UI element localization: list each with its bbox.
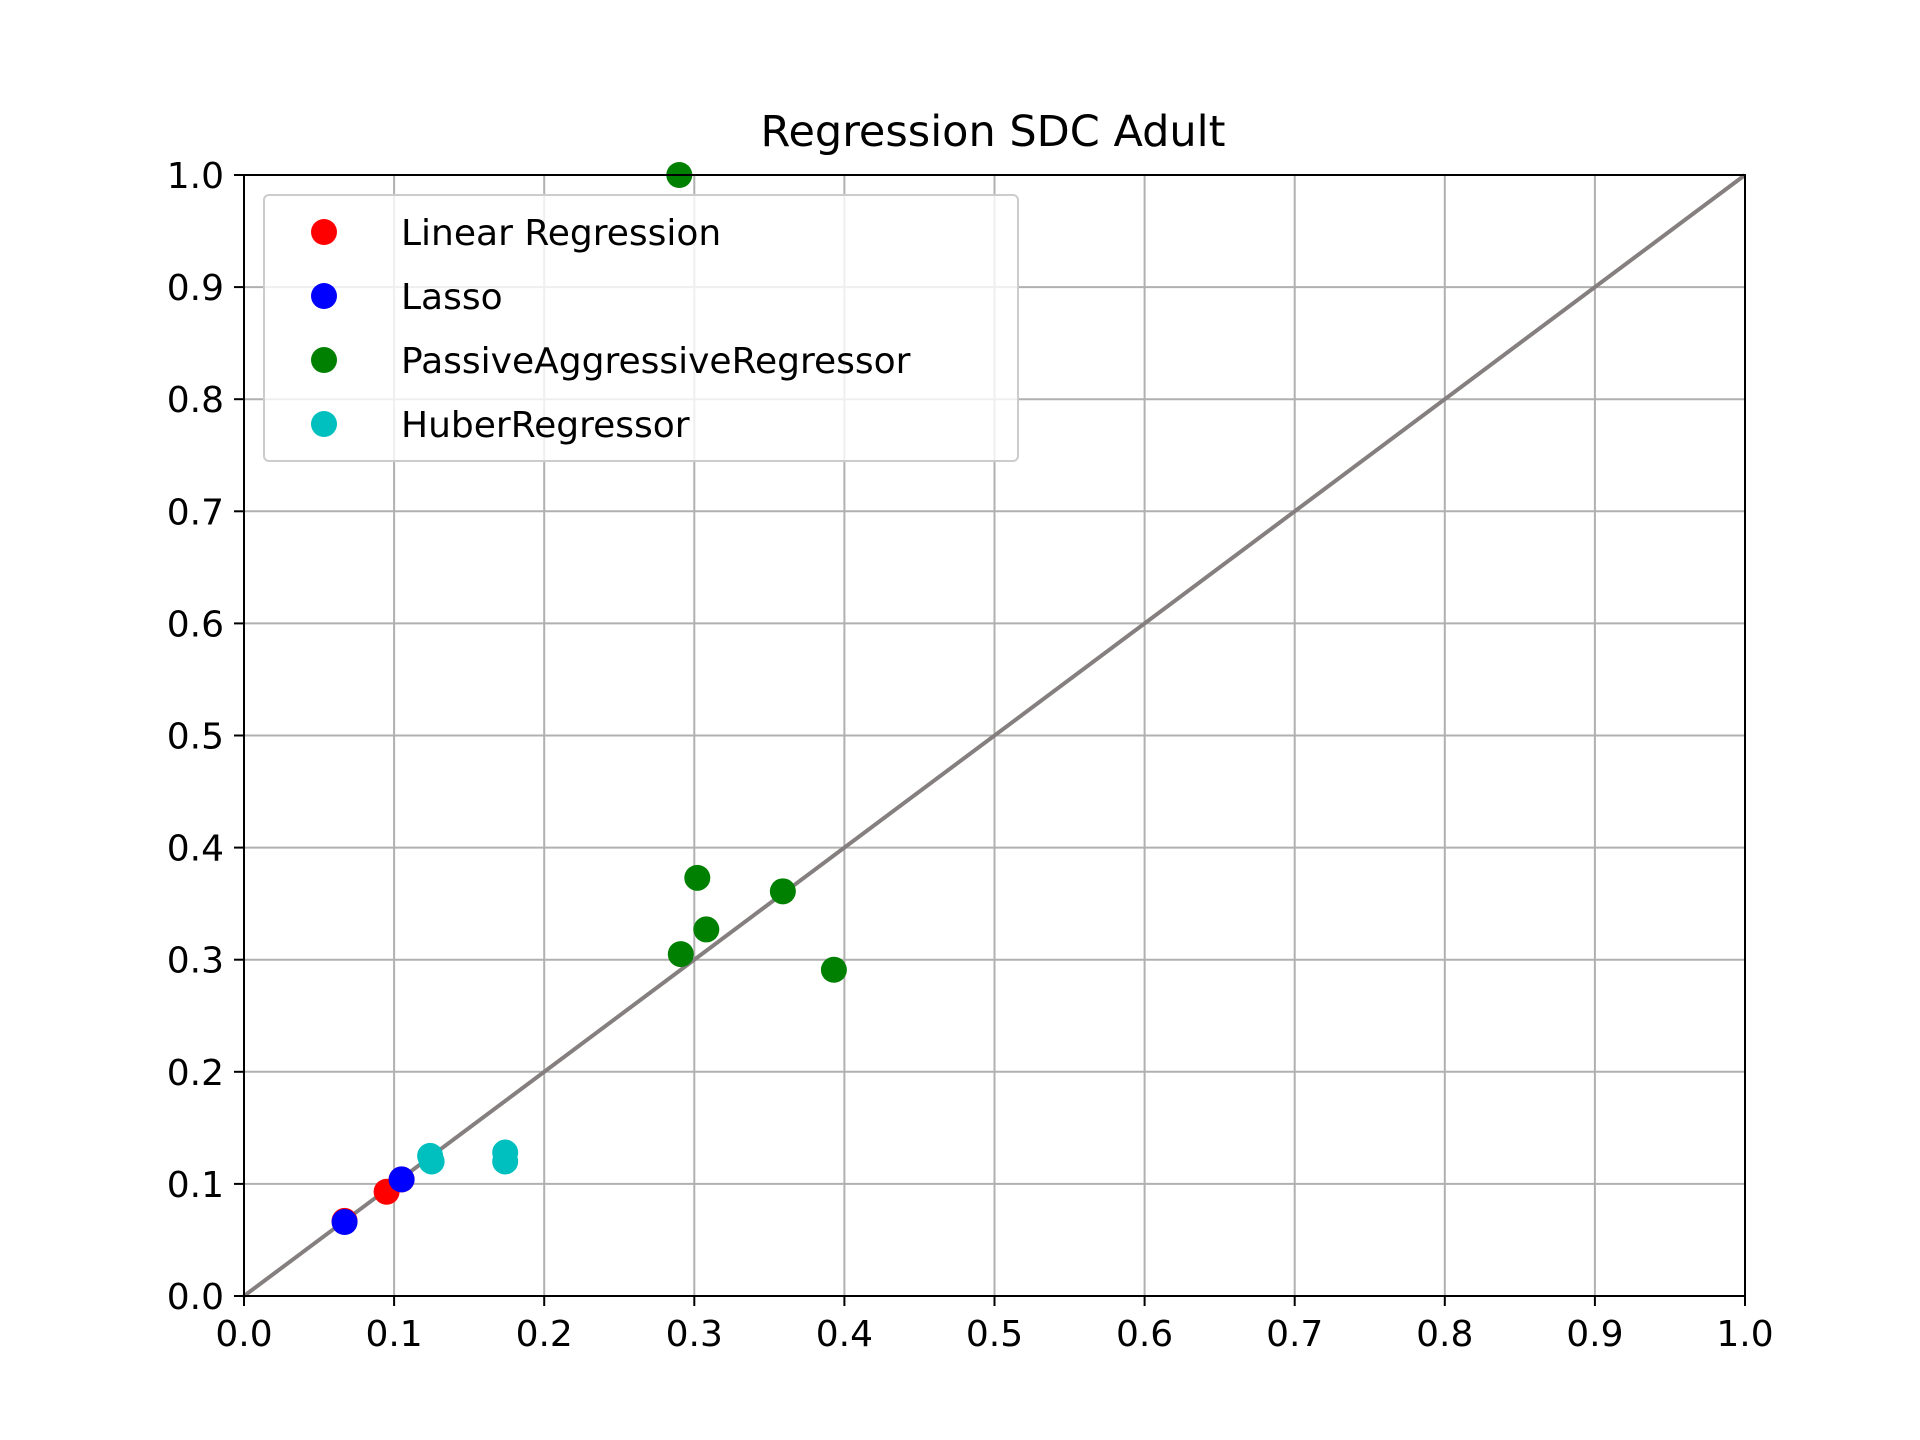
passiveaggressiveregressor-point: [684, 864, 711, 891]
y-tick-label: 0.3: [167, 941, 224, 982]
huberregressor-point: [418, 1148, 445, 1175]
axis-ticks: 0.0 0.1 0.2 0.3 0.4 0.5 0.6 0.7 0.8 0.9 1.0 0.0 0.1 0…: [167, 156, 1774, 1355]
legend: Linear Regression Lasso PassiveAggressiveR…: [263, 194, 1019, 462]
lasso-point: [388, 1166, 415, 1193]
y-tick-label: 0.2: [167, 1053, 224, 1094]
y-tick-label: 0.4: [167, 829, 224, 870]
y-tick-label: 1.0: [167, 156, 224, 197]
reference-line: [242, 173, 1747, 1298]
passiveaggressiveregressor-point: [769, 878, 796, 905]
x-tick-label: 1.0: [1716, 1314, 1773, 1355]
passiveaggressiveregressor-point: [667, 941, 694, 968]
x-tick-label: 0.4: [816, 1314, 873, 1355]
legend-marker: [311, 411, 337, 437]
legend-label: Lasso: [401, 277, 503, 318]
x-tick-label: 0.7: [1266, 1314, 1323, 1355]
legend-label: Linear Regression: [401, 213, 721, 254]
x-tick-label: 0.0: [215, 1314, 272, 1355]
x-tick-label: 0.3: [666, 1314, 723, 1355]
legend-label: HuberRegressor: [401, 405, 690, 446]
legend-marker: [311, 219, 337, 245]
y-tick-label: 0.9: [167, 268, 224, 309]
x-tick-label: 0.1: [365, 1314, 422, 1355]
x-tick-label: 0.5: [966, 1314, 1023, 1355]
huberregressor-point: [492, 1148, 519, 1175]
legend-marker: [311, 347, 337, 373]
legend-marker: [311, 283, 337, 309]
y-tick-label: 0.1: [167, 1165, 224, 1206]
passiveaggressiveregressor-point: [693, 916, 720, 943]
chart-title: Regression SDC Adult: [761, 107, 1226, 157]
x-tick-label: 0.8: [1416, 1314, 1473, 1355]
x-tick-label: 0.9: [1566, 1314, 1623, 1355]
legend-box: [263, 194, 1019, 462]
y-tick-label: 0.7: [167, 492, 224, 533]
y-tick-label: 0.0: [167, 1277, 224, 1318]
passiveaggressiveregressor-point: [820, 956, 847, 983]
y-tick-label: 0.8: [167, 380, 224, 421]
lasso-point: [331, 1209, 358, 1236]
x-tick-label: 0.2: [516, 1314, 573, 1355]
y-tick-label: 0.6: [167, 604, 224, 645]
y-tick-label: 0.5: [167, 717, 224, 758]
x-tick-label: 0.6: [1116, 1314, 1173, 1355]
data-points: [331, 162, 847, 1236]
legend-label: PassiveAggressiveRegressor: [401, 341, 911, 382]
reference-line-group: [242, 173, 1747, 1298]
